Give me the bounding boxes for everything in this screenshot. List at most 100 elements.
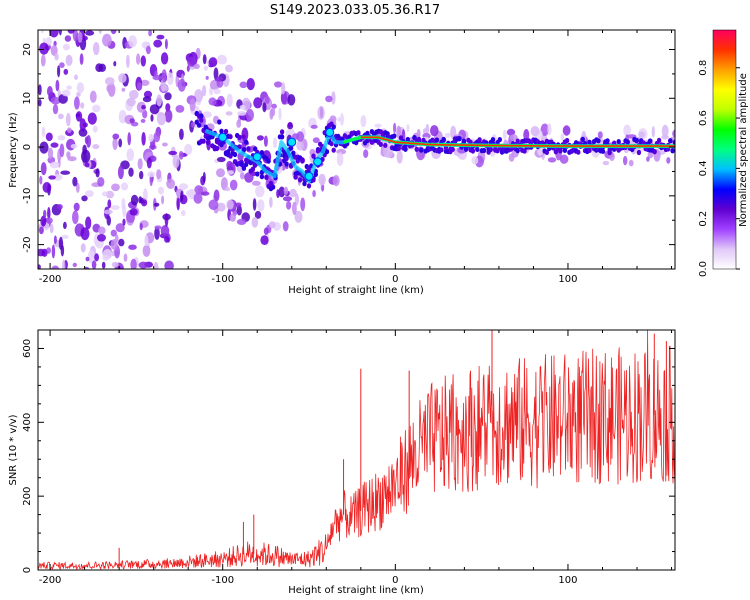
spectrogram-band-cell <box>403 146 408 152</box>
spectrogram-plot-area <box>38 30 675 269</box>
spectrogram-blob <box>142 244 151 257</box>
spectrogram-blob <box>213 67 219 81</box>
spectrogram-band-cell <box>564 137 570 144</box>
spectrogram-blob <box>41 126 46 138</box>
spectrogram-blob <box>153 261 159 269</box>
spectrogram-blob <box>92 104 101 113</box>
spectrogram-bright-clump <box>218 132 228 142</box>
spectrogram-blob <box>146 45 151 55</box>
spectrogram-band-cell <box>228 134 233 140</box>
spectrogram-blob <box>104 21 110 26</box>
spectrogram-blob <box>143 188 148 203</box>
spectrogram-blob <box>509 134 518 141</box>
spectrogram-blob <box>156 169 162 180</box>
spectrogram-blob <box>55 79 60 92</box>
spectrogram-blob <box>164 260 174 269</box>
spectrogram-blob <box>276 189 280 199</box>
spectrogram-band-cell <box>226 149 231 155</box>
spectrogram-band-cell <box>293 174 298 180</box>
spectrogram-band-cell <box>297 177 303 183</box>
spectrogram-x-tick-label: 0 <box>392 274 398 285</box>
spectrogram-blob <box>95 63 103 73</box>
spectrogram-blob <box>38 264 41 269</box>
spectrogram-blob <box>278 186 286 198</box>
spectrogram-blob <box>72 210 79 225</box>
spectrogram-blob <box>73 202 80 212</box>
spectrogram-band-cell <box>515 148 520 154</box>
spectrogram-blob <box>213 189 220 202</box>
spectrogram-band-cell <box>470 148 476 154</box>
spectrogram-band-cell <box>329 141 334 147</box>
spectrogram-blob <box>160 52 169 65</box>
spectrogram-blob <box>81 195 88 202</box>
spectrogram-band-cell <box>497 137 502 143</box>
spectrogram-blob <box>562 125 571 136</box>
spectrogram-blob <box>260 235 269 246</box>
snr-x-tick-label: -100 <box>211 575 234 586</box>
spectrogram-blob <box>312 190 316 198</box>
spectrogram-blob <box>319 106 324 119</box>
spectrogram-blob <box>65 54 73 66</box>
spectrogram-blob <box>115 266 124 269</box>
spectrogram-blob <box>547 157 557 163</box>
spectrogram-band-cell <box>250 166 256 172</box>
spectrogram-band-cell <box>306 183 312 189</box>
spectrogram-blob <box>83 266 90 269</box>
spectrogram-band-cell <box>634 137 639 143</box>
snr-y-axis-label: SNR (10 * v/v) <box>8 414 19 485</box>
spectrogram-blob <box>139 170 144 180</box>
spectrogram-blob <box>153 131 161 143</box>
snr-y-tick-label: 600 <box>22 339 33 358</box>
spectrogram-band-cell <box>434 137 440 143</box>
spectrogram-blob <box>62 259 66 269</box>
spectrogram-blob <box>523 129 530 141</box>
spectrogram-blob <box>129 89 139 100</box>
spectrogram-blob <box>374 123 382 128</box>
spectrogram-blob <box>187 188 196 200</box>
spectrogram-blob <box>256 135 264 141</box>
spectrogram-blob <box>235 202 242 208</box>
snr-y-tick-label: 0 <box>22 567 33 573</box>
spectrogram-blob <box>245 108 254 122</box>
spectrogram-blob <box>229 213 236 222</box>
spectrogram-x-tick-label: -100 <box>211 274 234 285</box>
spectrogram-blob <box>48 175 56 180</box>
spectrogram-blob <box>67 30 75 34</box>
spectrogram-blob <box>186 65 190 72</box>
spectrogram-blob <box>273 137 277 149</box>
spectrogram-blob <box>236 204 242 216</box>
spectrogram-band-cell <box>670 147 675 154</box>
spectrogram-blob <box>112 133 120 140</box>
spectrogram-blob <box>111 183 120 192</box>
spectrogram-blob <box>58 236 64 250</box>
spectrogram-blob <box>85 30 95 36</box>
spectrogram-blob <box>239 172 245 180</box>
spectrogram-blob <box>289 188 297 198</box>
spectrogram-x-ticks: -200 -100 0 100 <box>39 30 673 285</box>
spectrogram-blob <box>52 104 59 115</box>
spectrogram-blob <box>208 97 217 106</box>
spectrogram-blob <box>229 179 238 191</box>
spectrogram-blob <box>131 20 141 26</box>
spectrogram-blob <box>202 111 212 118</box>
spectrogram-band-cell <box>668 138 673 144</box>
spectrogram-band-cell <box>477 137 482 143</box>
spectrogram-y-tick-label: -10 <box>22 188 33 204</box>
spectrogram-image <box>38 20 675 269</box>
snr-x-tick-label: -200 <box>39 575 62 586</box>
spectrogram-band-cell <box>241 147 247 153</box>
spectrogram-band-cell <box>488 146 493 153</box>
spectrogram-blob <box>61 234 69 239</box>
spectrogram-blob <box>44 21 50 30</box>
spectrogram-x-tick-label: -200 <box>39 274 62 285</box>
spectrogram-blob <box>50 142 59 148</box>
spectrogram-blob <box>40 162 47 176</box>
colorbar-ticks: 0.0 0.2 0.4 0.6 0.8 <box>698 60 740 277</box>
spectrogram-blob <box>191 122 196 128</box>
spectrogram-blob <box>149 104 160 115</box>
spectrogram-band-cell <box>279 134 285 140</box>
spectrogram-blob <box>139 223 143 231</box>
spectrogram-blob <box>158 186 164 195</box>
spectrogram-blob <box>178 183 189 190</box>
